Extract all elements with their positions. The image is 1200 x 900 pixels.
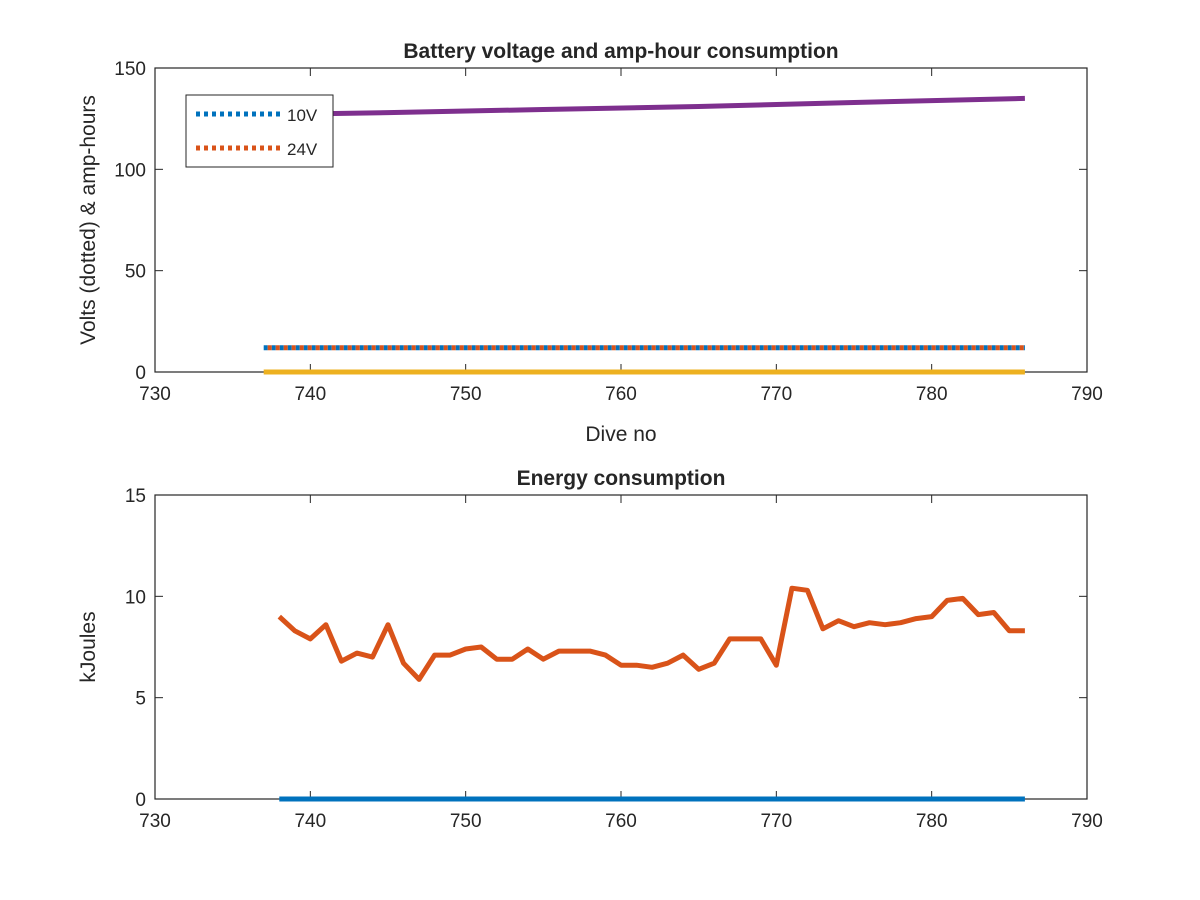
chart-1-xtick-label: 750 — [450, 811, 482, 832]
chart-0-ytick-label: 50 — [125, 262, 146, 283]
chart-0-legend-label-10v: 10V — [287, 106, 318, 125]
bottom-axes-energy-consumption: 730 740 750 760 770 780 790 0 5 10 15 Energy consum… — [77, 467, 1103, 832]
chart-1-ytick-label: 5 — [135, 689, 146, 710]
chart-0-xtick-label: 780 — [916, 384, 948, 405]
chart-0-xtick-label: 730 — [139, 384, 171, 405]
chart-0-legend-box — [185, 94, 334, 168]
chart-1-ytick-label: 15 — [125, 486, 146, 507]
chart-1-xtick-label: 760 — [605, 811, 637, 832]
chart-0-legend: 10V 24V — [185, 94, 334, 168]
chart-1-ytick-label: 10 — [125, 587, 146, 608]
chart-0-title: Battery voltage and amp-hour consumption — [403, 40, 838, 63]
chart-0-series-4-line — [263, 95, 1025, 118]
chart-0-xtick-label: 750 — [450, 384, 482, 405]
chart-0-ytick-label: 100 — [114, 160, 146, 181]
chart-0-ytick-label: 150 — [114, 59, 146, 80]
chart-1-xtick-label: 780 — [916, 811, 948, 832]
chart-1-xtick-label: 770 — [760, 811, 792, 832]
chart-1-title: Energy consumption — [517, 467, 726, 490]
chart-0-ylabel: Volts (dotted) & amp-hours — [77, 95, 100, 345]
chart-0-legend-label-24v: 24V — [287, 140, 318, 159]
chart-1-ytick-label: 0 — [135, 790, 146, 811]
top-axes-battery-voltage: 730 740 750 760 770 780 790 0 50 100 150 Battery vo… — [77, 40, 1103, 446]
chart-1-ylabel: kJoules — [77, 611, 100, 682]
chart-0-xtick-label: 740 — [294, 384, 326, 405]
chart-1-xtick-label: 730 — [139, 811, 171, 832]
chart-1-axes-box — [154, 494, 1088, 800]
chart-1-xtick-label: 740 — [294, 811, 326, 832]
chart-0-xtick-label: 760 — [605, 384, 637, 405]
chart-0-ytick-label: 0 — [135, 363, 146, 384]
chart-1-xtick-label: 790 — [1071, 811, 1103, 832]
chart-0-xtick-label: 770 — [760, 384, 792, 405]
chart-0-xtick-label: 790 — [1071, 384, 1103, 405]
chart-0-xlabel: Dive no — [585, 423, 656, 446]
